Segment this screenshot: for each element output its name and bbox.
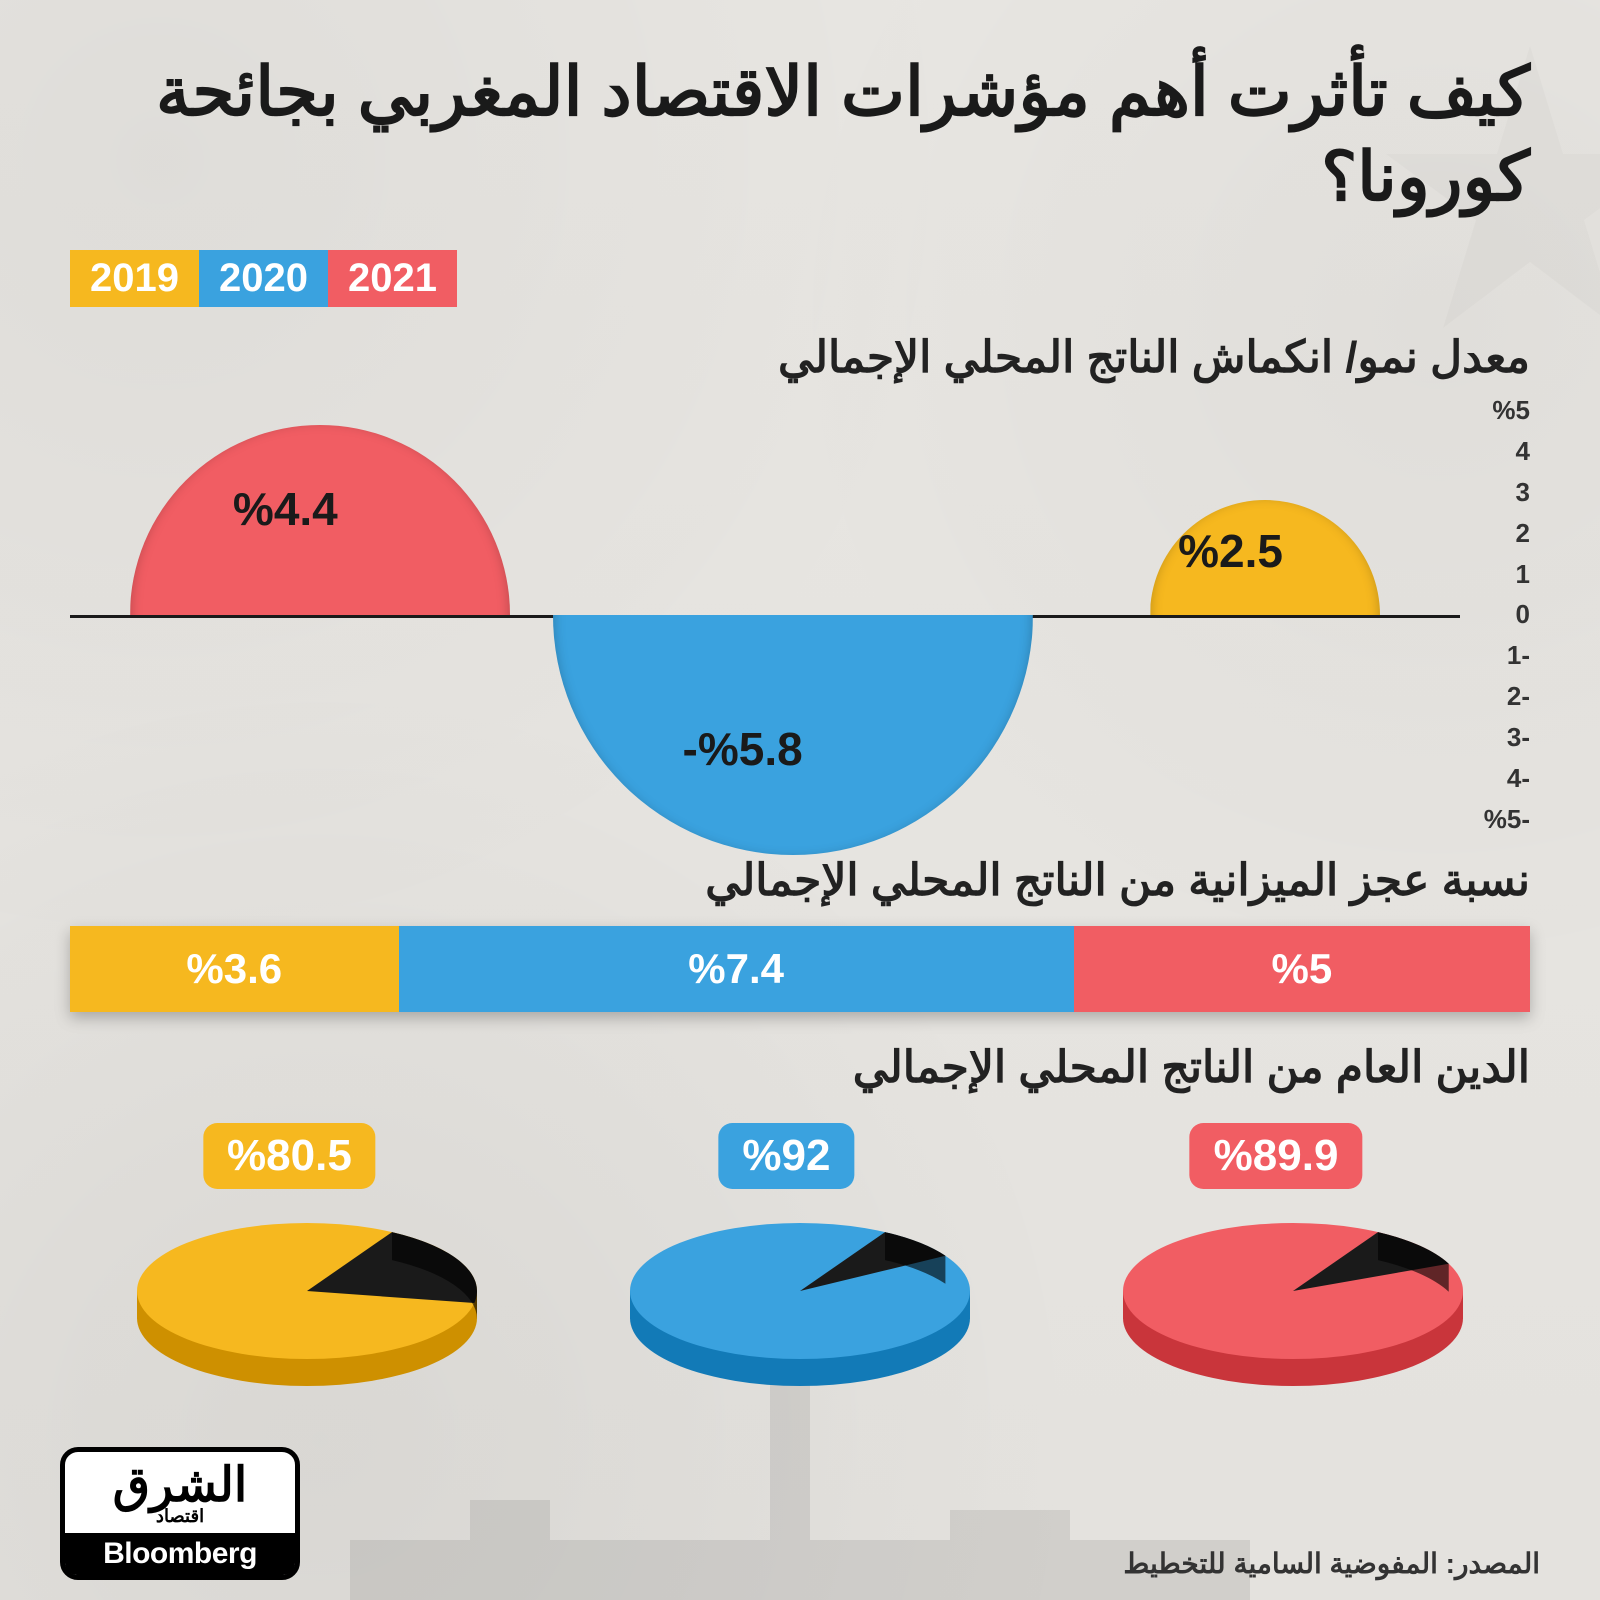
- debt-section-title: الدين العام من الناتج المحلي الإجمالي: [70, 1042, 1530, 1093]
- gdp-y-axis: %5 4 3 2 1 0 -1 -2 -3 -4 -%5: [1470, 395, 1530, 835]
- deficit-seg-2019: %3.6: [70, 926, 399, 1012]
- gdp-bubble-2020: [553, 375, 1033, 855]
- brand-name-ar: الشرق: [89, 1462, 271, 1510]
- page-title: كيف تأثرت أهم مؤشرات الاقتصاد المغربي بج…: [70, 50, 1530, 220]
- footer: المصدر: المفوضية السامية للتخطيط الشرق ا…: [60, 1447, 1540, 1580]
- gdp-tick: 3: [1470, 477, 1530, 508]
- debt-pie-2019: %80.5: [107, 1123, 507, 1403]
- deficit-seg-2020: %7.4: [399, 926, 1074, 1012]
- brand-logo: الشرق اقتصاد Bloomberg: [60, 1447, 300, 1580]
- gdp-tick: -2: [1470, 681, 1530, 712]
- gdp-label-2020: -%5.8: [683, 722, 803, 776]
- gdp-label-2019: %2.5: [1178, 524, 1283, 578]
- gdp-section-title: معدل نمو/ انكماش الناتج المحلي الإجمالي: [70, 332, 1530, 383]
- gdp-tick: -4: [1470, 763, 1530, 794]
- legend-2019: 2019: [70, 250, 199, 307]
- legend-2021: 2021: [328, 250, 457, 307]
- debt-label-2019: %80.5: [203, 1123, 376, 1189]
- debt-pie-row: %80.5 %92 %89.9: [70, 1123, 1530, 1403]
- gdp-label-2021: %4.4: [233, 482, 338, 536]
- gdp-chart: %5 4 3 2 1 0 -1 -2 -3 -4 -%5 %2.5 -%5.8 %4.4: [70, 395, 1530, 835]
- year-legend: 201920202021: [70, 250, 1530, 307]
- source-text: المصدر: المفوضية السامية للتخطيط: [1123, 1547, 1540, 1580]
- gdp-tick: 0: [1470, 599, 1530, 630]
- gdp-plot-area: %2.5 -%5.8 %4.4: [70, 395, 1460, 835]
- gdp-tick: 4: [1470, 436, 1530, 467]
- gdp-tick: -1: [1470, 640, 1530, 671]
- gdp-tick: -3: [1470, 722, 1530, 753]
- deficit-seg-2021: %5: [1074, 926, 1530, 1012]
- gdp-tick: 2: [1470, 518, 1530, 549]
- gdp-tick: %5: [1470, 395, 1530, 426]
- deficit-bar-chart: %3.6%7.4%5: [70, 926, 1530, 1012]
- deficit-section-title: نسبة عجز الميزانية من الناتج المحلي الإج…: [70, 855, 1530, 906]
- debt-pie-2020: %92: [600, 1123, 1000, 1403]
- debt-label-2020: %92: [718, 1123, 854, 1189]
- debt-label-2021: %89.9: [1190, 1123, 1363, 1189]
- gdp-tick: 1: [1470, 559, 1530, 590]
- legend-2020: 2020: [199, 250, 328, 307]
- debt-pie-2021: %89.9: [1093, 1123, 1493, 1403]
- gdp-tick: -%5: [1470, 804, 1530, 835]
